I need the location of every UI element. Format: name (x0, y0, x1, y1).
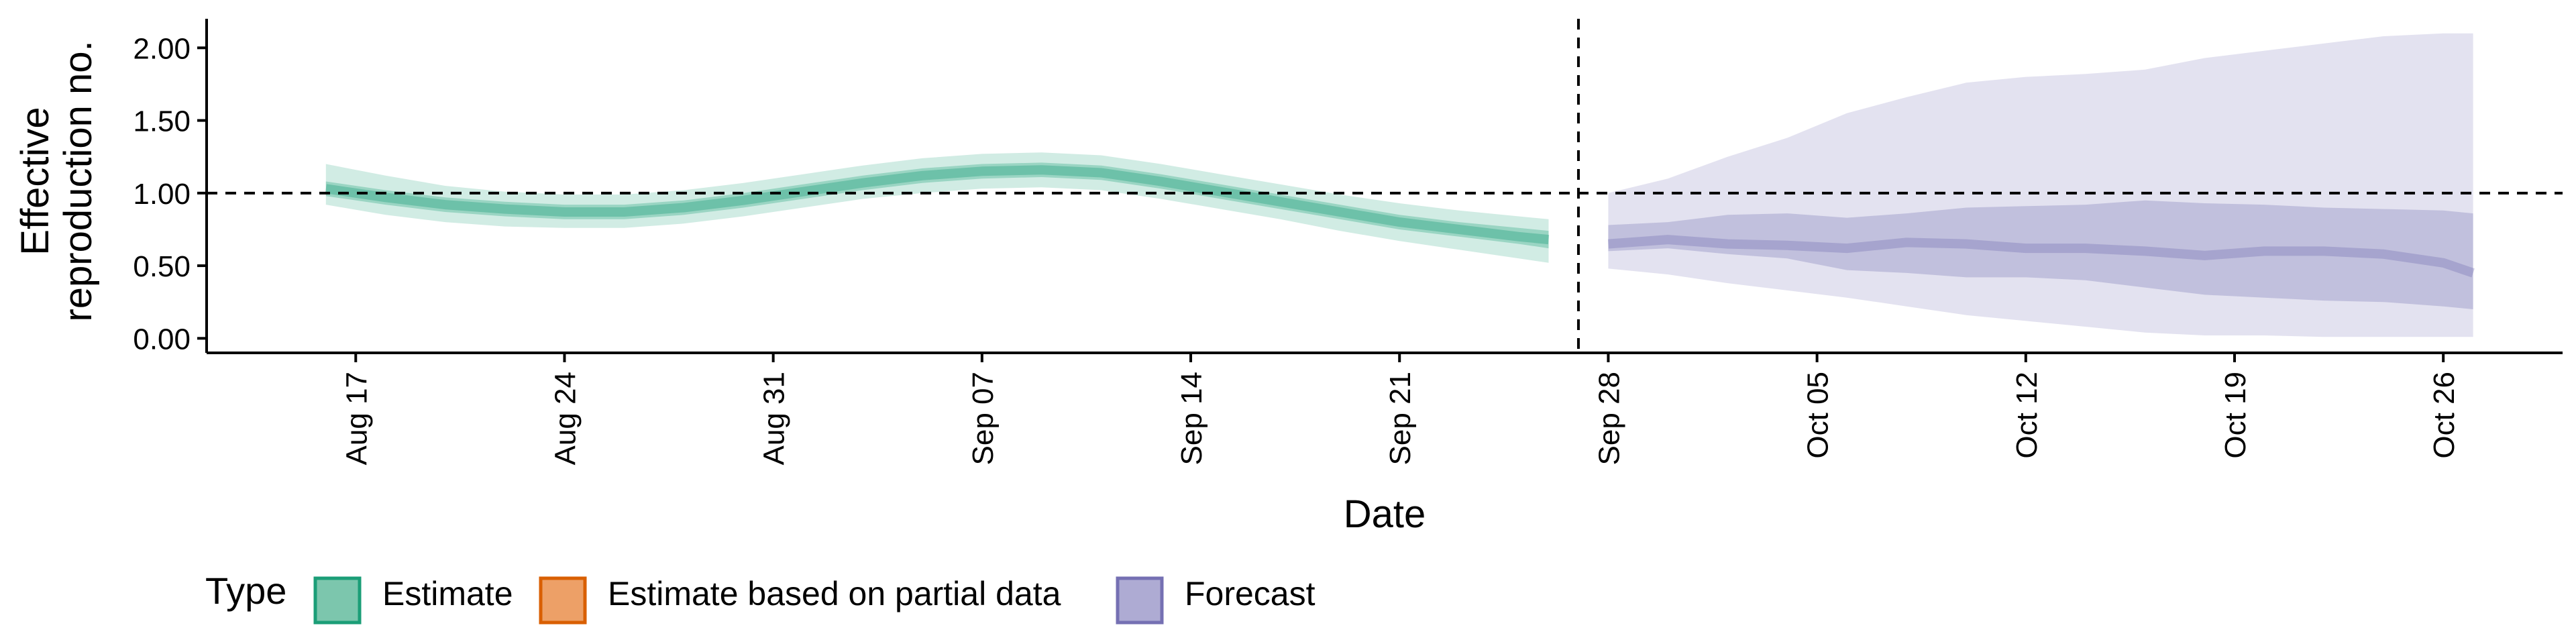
x-tick-label: Sep 28 (1593, 372, 1625, 465)
legend-label-estimate-based-on-partial-data: Estimate based on partial data (608, 575, 1061, 612)
y-tick-label: 0.00 (133, 323, 191, 356)
estimate-median-line (325, 165, 1550, 245)
x-tick-label: Aug 31 (758, 372, 791, 465)
x-tick-label: Oct 05 (1802, 372, 1835, 459)
x-tick-label: Sep 07 (967, 372, 1000, 465)
estimate-band-90 (325, 152, 1549, 263)
y-tick-label: 1.00 (133, 178, 191, 211)
legend-label-forecast: Forecast (1185, 575, 1316, 612)
chart-reference-lines (207, 19, 2563, 353)
y-tick-label: 1.50 (133, 105, 191, 138)
y-axis-title-line-2: reproduction no. (56, 40, 100, 321)
x-tick-label: Aug 17 (340, 372, 373, 465)
forecast-band-90 (1608, 33, 2473, 337)
y-axis-title-line-1: Effective (13, 107, 57, 255)
chart-bands (325, 33, 2473, 337)
legend-swatch-estimate (313, 576, 362, 625)
x-tick-label: Sep 14 (1175, 372, 1208, 465)
estimate-band-50 (325, 162, 1549, 249)
chart-axes: 0.00 0.50 1.00 1.50 2.00 Aug 17 Aug 24 Aug 31 Se… (133, 19, 2563, 465)
x-tick-label: Oct 12 (2010, 372, 2043, 459)
x-tick-label: Oct 19 (2219, 372, 2252, 459)
x-axis-title: Date (1344, 492, 1426, 536)
x-tick-label: Sep 21 (1384, 372, 1417, 465)
legend-swatch-forecast (1116, 576, 1164, 625)
y-tick-label: 0.50 (133, 250, 191, 283)
legend-label-estimate: Estimate (382, 575, 513, 612)
forecast-median-line (1607, 235, 2475, 278)
chart-medians (325, 165, 2475, 278)
y-tick-label: 2.00 (133, 32, 191, 65)
x-tick-label: Aug 24 (549, 372, 582, 465)
legend-title: Type (205, 570, 286, 612)
x-tick-label: Oct 26 (2428, 372, 2461, 459)
forecast-band-50 (1608, 200, 2473, 309)
legend-swatch-estimate-based-on-partial-data (539, 576, 587, 625)
legend: Type Estimate Estimate based on partial da… (205, 570, 1316, 625)
